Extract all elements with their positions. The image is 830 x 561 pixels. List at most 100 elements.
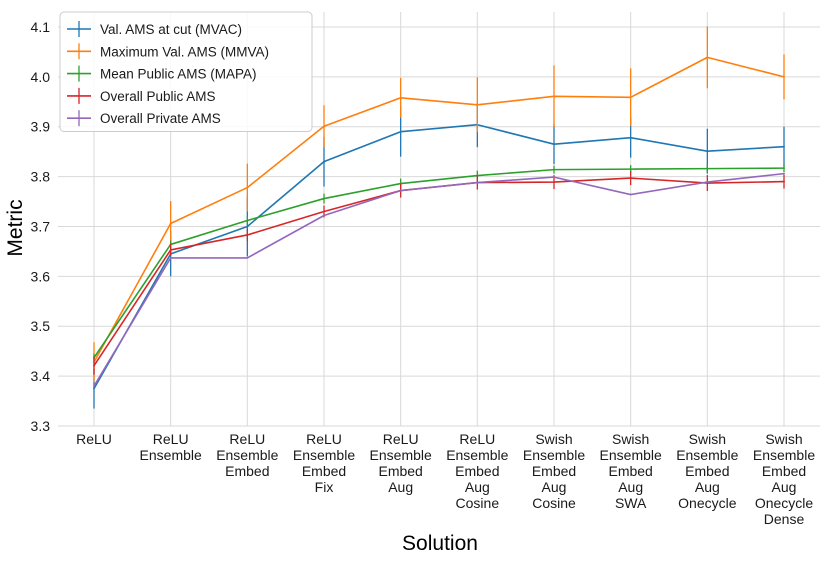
data-point	[399, 189, 402, 192]
x-tick-label-line: ReLU	[76, 431, 112, 447]
data-point	[553, 168, 555, 171]
data-point	[629, 193, 632, 196]
series-line	[93, 172, 785, 387]
y-tick-label: 3.8	[31, 169, 51, 185]
x-tick-label-line: Swish	[765, 431, 802, 447]
data-point	[399, 130, 402, 133]
data-point	[169, 257, 172, 259]
series-5	[93, 172, 785, 387]
legend-label: Val. AMS at cut (MVAC)	[100, 22, 242, 37]
x-tick-label-line: Cosine	[532, 495, 576, 511]
x-tick-label-line: ReLU	[383, 431, 419, 447]
x-tick-label-line: Aug	[772, 479, 797, 495]
data-point	[783, 145, 785, 148]
x-tick-label-line: Ensemble	[523, 447, 585, 463]
x-tick-label-line: ReLU	[229, 431, 265, 447]
data-point	[399, 96, 402, 99]
data-point	[323, 197, 325, 200]
data-point	[323, 210, 325, 213]
y-tick-label: 4.0	[31, 69, 51, 85]
data-point	[323, 160, 325, 163]
x-tick-label-line: Aug	[618, 479, 643, 495]
data-point	[783, 172, 785, 175]
x-tick-label-line: Ensemble	[753, 447, 815, 463]
data-point	[169, 249, 172, 251]
y-tick-label: 3.5	[31, 318, 51, 334]
data-point	[706, 167, 709, 170]
data-point	[706, 181, 709, 183]
x-tick-label-line: Onecycle	[678, 495, 737, 511]
data-point	[553, 176, 555, 179]
x-tick-label-line: Embed	[608, 463, 652, 479]
x-tick-label-line: Embed	[455, 463, 499, 479]
series-line	[93, 123, 785, 389]
data-point	[476, 181, 479, 184]
x-tick-label-line: Swish	[535, 431, 572, 447]
data-point	[553, 143, 555, 146]
legend-label: Mean Public AMS (MAPA)	[100, 67, 257, 82]
x-tick-label-line: Onecycle	[755, 495, 814, 511]
x-tick-label-line: Swish	[689, 431, 726, 447]
x-tick-label-line: ReLU	[459, 431, 495, 447]
legend-label: Overall Private AMS	[100, 111, 221, 126]
y-tick-label: 3.4	[31, 368, 51, 384]
x-tick-label-line: Aug	[465, 479, 490, 495]
x-axis: ReLU ReLUEnsembleReLUEnsembleEmbedReLUEns…	[76, 431, 815, 527]
x-tick-label-line: Embed	[378, 463, 422, 479]
data-point	[93, 385, 95, 387]
data-point	[246, 234, 249, 236]
data-point	[706, 56, 709, 59]
x-tick-label-line: ReLU	[306, 431, 342, 447]
x-tick-label-line: ReLU	[153, 431, 189, 447]
data-point	[169, 222, 172, 225]
data-point	[246, 225, 249, 228]
data-point	[323, 125, 325, 128]
x-tick-label-line: Fix	[315, 479, 334, 495]
data-point	[323, 214, 325, 217]
legend-entry: Val. AMS at cut (MVAC)	[67, 21, 242, 37]
data-point	[706, 150, 709, 153]
series-1	[93, 102, 785, 409]
data-point	[93, 364, 95, 367]
legend: Val. AMS at cut (MVAC) Maximum Val. AMS (…	[59, 11, 313, 132]
legend-label: Overall Public AMS	[100, 89, 216, 104]
x-tick-label-line: Embed	[302, 463, 346, 479]
y-axis-label: Metric	[4, 199, 27, 256]
data-point	[553, 181, 555, 183]
x-tick-label-line: Ensemble	[140, 447, 202, 463]
series-group	[93, 26, 785, 409]
x-tick-label-line: Ensemble	[446, 447, 508, 463]
x-tick-label: ReLU	[76, 431, 112, 447]
x-tick-label-line: SWA	[615, 495, 647, 511]
data-point	[93, 387, 95, 390]
data-point	[629, 168, 632, 171]
x-tick-label-line: Embed	[685, 463, 729, 479]
legend-entry: Overall Public AMS	[67, 87, 216, 104]
series-line	[93, 56, 785, 363]
y-tick-label: 3.3	[31, 418, 51, 434]
x-tick-label-line: Ensemble	[293, 447, 355, 463]
legend-entry: Maximum Val. AMS (MMVA)	[67, 43, 269, 60]
x-tick-label-line: Cosine	[456, 495, 500, 511]
data-point	[783, 75, 785, 78]
y-tick-label: 3.6	[31, 268, 51, 284]
x-tick-label-line: Ensemble	[600, 447, 662, 463]
data-point	[553, 95, 555, 98]
legend-entry: Overall Private AMS	[67, 110, 221, 127]
data-point	[629, 136, 632, 139]
x-tick-label-line: Dense	[764, 511, 805, 527]
data-point	[629, 96, 632, 99]
legend-label: Maximum Val. AMS (MMVA)	[100, 44, 269, 59]
series-2	[93, 26, 785, 383]
data-point	[783, 180, 785, 183]
legend-entry: Mean Public AMS (MAPA)	[67, 65, 257, 82]
